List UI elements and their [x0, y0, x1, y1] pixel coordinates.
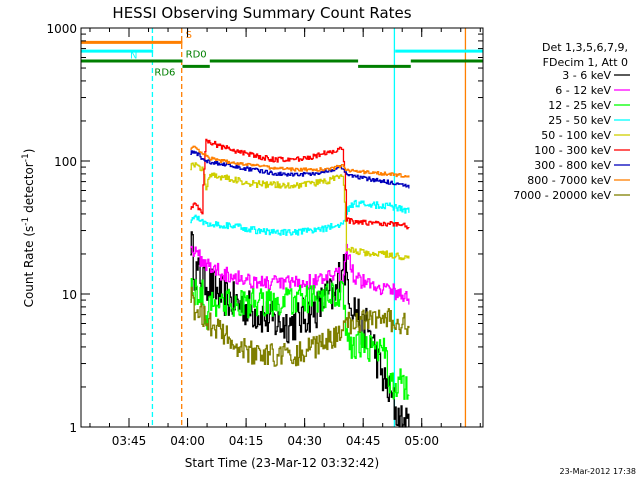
legend-header-1: FDecim 1, Att 0 [543, 56, 628, 69]
x-tick-label-1: 04:00 [170, 434, 205, 448]
footer-date: 23-Mar-2012 17:38 [560, 467, 637, 476]
legend: Det 1,3,5,6,7,9, FDecim 1, Att 03 - 6 keV… [513, 41, 630, 202]
legend-label-2: 12 - 25 keV [548, 99, 611, 112]
series-line-7 [190, 145, 410, 178]
legend-header-0: Det 1,3,5,6,7,9, [542, 41, 628, 54]
x-axis-label: Start Time (23-Mar-12 03:32:42) [185, 456, 379, 470]
legend-label-1: 6 - 12 keV [555, 84, 611, 97]
legend-label-0: 3 - 6 keV [562, 69, 611, 82]
flag-label-n: N [130, 50, 137, 61]
y-tick-label-0: 1 [69, 421, 77, 435]
x-tick-label-5: 05:00 [404, 434, 439, 448]
legend-label-6: 300 - 800 keV [534, 159, 611, 172]
y-tick-label-2: 100 [54, 155, 77, 169]
y-axis-label: Count Rate (s-1 detector-1) [21, 149, 36, 308]
plot-frame [80, 27, 484, 428]
x-tick-label-3: 04:30 [287, 434, 322, 448]
legend-label-3: 25 - 50 keV [548, 114, 611, 127]
y-tick-label-1: 10 [62, 288, 77, 302]
legend-label-4: 50 - 100 keV [541, 129, 611, 142]
chart-title: HESSI Observing Summary Count Rates [112, 4, 411, 22]
series-line-0 [190, 231, 410, 428]
plot-area: S N RD0 RD6 [81, 28, 483, 428]
legend-label-5: 100 - 300 keV [534, 144, 611, 157]
series-line-5 [190, 138, 410, 230]
legend-label-7: 800 - 7000 keV [527, 174, 611, 187]
x-tick-label-0: 03:45 [112, 434, 147, 448]
series-line-4 [190, 162, 410, 261]
flag-label-rd6: RD6 [154, 67, 175, 78]
flag-label-s: S [186, 30, 192, 41]
flag-label-rd0: RD0 [186, 50, 207, 61]
x-tick-label-4: 04:45 [346, 434, 381, 448]
series-line-8 [190, 286, 410, 367]
series-line-3 [190, 199, 410, 236]
legend-label-8: 7000 - 20000 keV [513, 189, 611, 202]
x-tick-label-2: 04:15 [229, 434, 264, 448]
y-tick-label-3: 1000 [46, 22, 77, 36]
axes: 1 10 100 1000 03:45 04:00 04:15 04:30 04:45 05:00 [46, 22, 483, 448]
series-line-2 [190, 278, 410, 400]
